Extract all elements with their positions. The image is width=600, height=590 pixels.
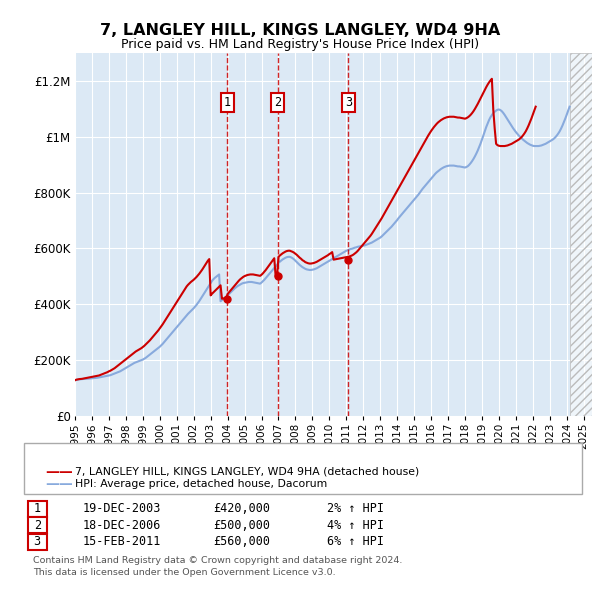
Text: 1: 1 [34,502,41,515]
Text: 15-FEB-2011: 15-FEB-2011 [83,535,161,548]
Text: This data is licensed under the Open Government Licence v3.0.: This data is licensed under the Open Gov… [33,568,335,576]
Text: ——: —— [45,477,73,491]
Text: ——: —— [45,465,73,479]
Text: 2% ↑ HPI: 2% ↑ HPI [327,502,384,515]
Text: Contains HM Land Registry data © Crown copyright and database right 2024.: Contains HM Land Registry data © Crown c… [33,556,403,565]
Text: 7, LANGLEY HILL, KINGS LANGLEY, WD4 9HA (detached house): 7, LANGLEY HILL, KINGS LANGLEY, WD4 9HA … [75,467,419,477]
Text: 6% ↑ HPI: 6% ↑ HPI [327,535,384,548]
Text: 2: 2 [274,96,281,109]
Text: 19-DEC-2003: 19-DEC-2003 [83,502,161,515]
Text: HPI: Average price, detached house, Dacorum: HPI: Average price, detached house, Daco… [75,480,327,489]
Text: 7, LANGLEY HILL, KINGS LANGLEY, WD4 9HA: 7, LANGLEY HILL, KINGS LANGLEY, WD4 9HA [100,23,500,38]
Text: 3: 3 [34,535,41,548]
Text: 18-DEC-2006: 18-DEC-2006 [83,519,161,532]
Text: 4% ↑ HPI: 4% ↑ HPI [327,519,384,532]
Text: Price paid vs. HM Land Registry's House Price Index (HPI): Price paid vs. HM Land Registry's House … [121,38,479,51]
Text: 3: 3 [345,96,352,109]
Text: £500,000: £500,000 [213,519,270,532]
Text: £560,000: £560,000 [213,535,270,548]
Text: 2: 2 [34,519,41,532]
Text: 1: 1 [224,96,230,109]
Text: £420,000: £420,000 [213,502,270,515]
